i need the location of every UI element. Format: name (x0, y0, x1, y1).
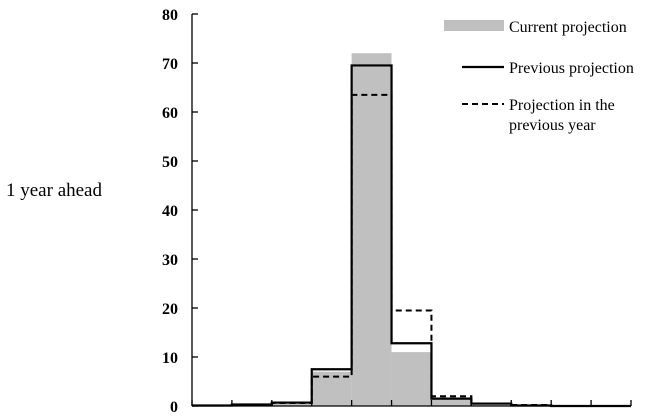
y-tick-label-0: 0 (170, 399, 178, 416)
legend-label-current: Current projection (509, 19, 627, 36)
y-tick-label-30: 30 (162, 252, 178, 269)
bar-current-2 (271, 403, 312, 406)
axes: 0 10 20 30 40 50 60 70 80 (162, 7, 632, 416)
y-side-label: 1 year ahead (6, 180, 102, 201)
bar-current-5 (391, 352, 432, 406)
current-projection-bars (192, 53, 552, 406)
y-tick-label-80: 80 (162, 7, 178, 24)
y-tick-label-70: 70 (162, 56, 178, 73)
y-tick-label-10: 10 (162, 350, 178, 367)
y-tick-label-60: 60 (162, 105, 178, 122)
bar-current-6 (431, 398, 472, 406)
y-tick-label-40: 40 (162, 203, 178, 220)
y-tick-label-50: 50 (162, 154, 178, 171)
y-tick-label-20: 20 (162, 301, 178, 318)
legend: Current projection Previous projection P… (444, 19, 634, 134)
legend-swatch-current (444, 20, 504, 31)
legend-label-previous: Previous projection (509, 60, 634, 77)
bar-current-4 (351, 53, 392, 406)
legend-label-prev-year-line2: previous year (509, 117, 596, 134)
bar-current-7 (471, 404, 512, 406)
legend-label-prev-year-line1: Projection in the (509, 97, 615, 114)
